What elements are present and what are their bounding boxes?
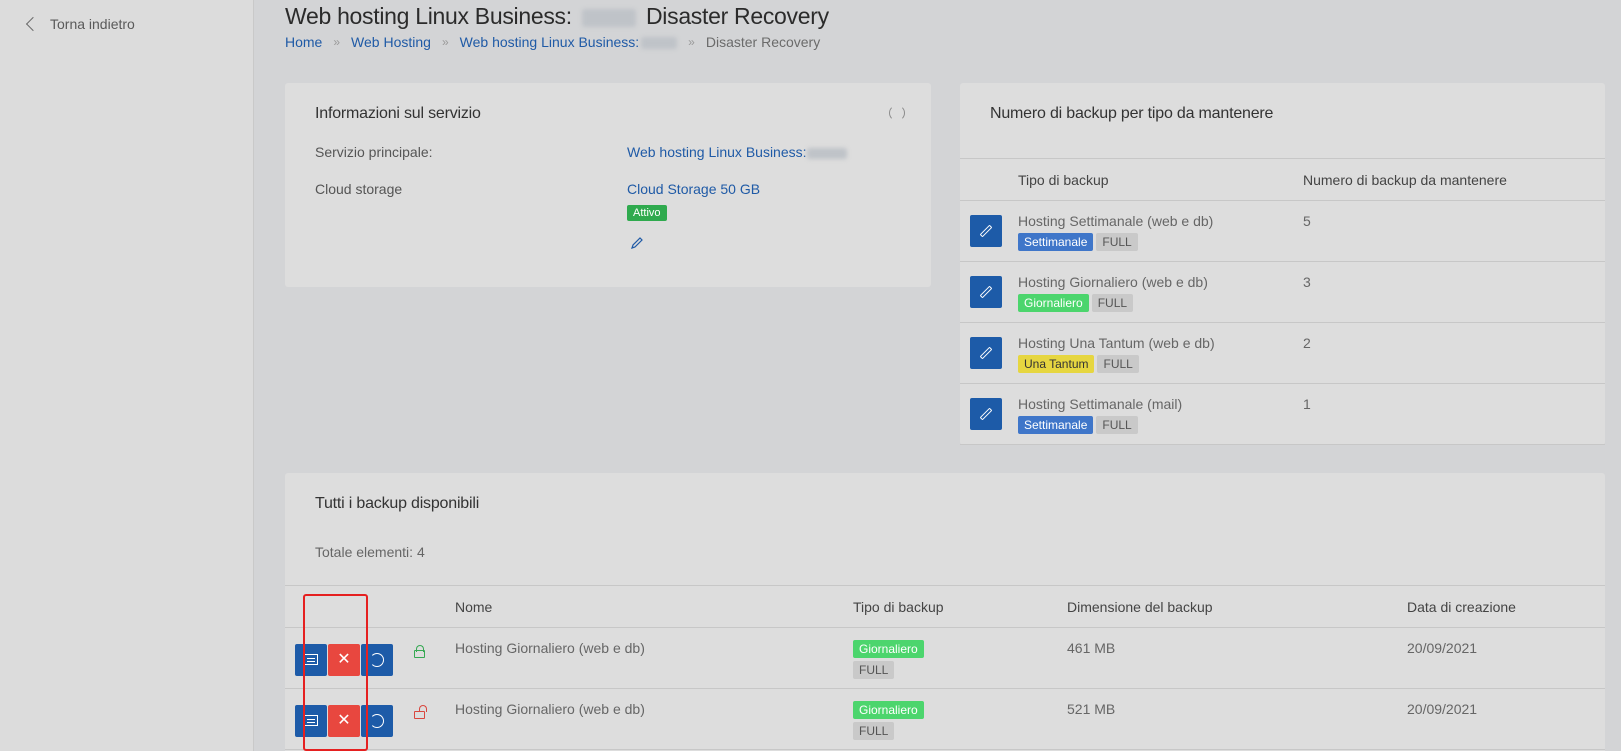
pencil-icon xyxy=(979,346,993,360)
table-row: Hosting Settimanale (web e db) Settimana… xyxy=(960,200,1605,262)
chevron-left-icon xyxy=(25,16,41,32)
redacted-text: xxxxx xyxy=(806,147,847,159)
lock-icon[interactable] xyxy=(414,645,425,658)
restore-icon xyxy=(370,653,384,667)
unlock-icon[interactable] xyxy=(414,705,427,719)
backups-col-actions xyxy=(285,585,403,628)
breadcrumb-current: Disaster Recovery xyxy=(705,34,821,50)
frequency-tag: Giornaliero xyxy=(1018,294,1089,312)
service-info-title: Informazioni sul servizio xyxy=(315,105,481,122)
backup-size: 461 MB xyxy=(1067,627,1407,689)
backup-size: 521 MB xyxy=(1067,688,1407,750)
table-row: ✕ Hosting Giornaliero (web e db) Giornal… xyxy=(285,688,1605,750)
backup-count: 1 xyxy=(1303,383,1605,445)
page-title: Web hosting Linux Business: xxxxxx Disas… xyxy=(285,3,829,29)
frequency-tag: Giornaliero xyxy=(853,701,924,719)
frequency-tag: Giornaliero xyxy=(853,640,924,658)
back-link[interactable]: Torna indietro xyxy=(25,16,135,32)
restore-icon xyxy=(370,714,384,728)
retention-col-edit xyxy=(960,158,1018,201)
restore-button[interactable] xyxy=(361,644,393,676)
retention-table: Tipo di backup Numero di backup da mante… xyxy=(960,158,1605,445)
status-badge-wrap: Attivo xyxy=(627,203,667,221)
table-row: Hosting Una Tantum (web e db) Una Tantum… xyxy=(960,322,1605,384)
status-badge: Attivo xyxy=(627,205,667,221)
retention-col-type: Tipo di backup xyxy=(1018,158,1303,201)
full-tag: FULL xyxy=(853,661,895,679)
backups-col-size: Dimensione del backup xyxy=(1067,585,1407,628)
backup-count: 3 xyxy=(1303,261,1605,323)
restore-button[interactable] xyxy=(361,705,393,737)
details-button[interactable] xyxy=(295,644,327,676)
full-tag: FULL xyxy=(1097,355,1139,373)
table-row: ✕ Hosting Giornaliero (web e db) Giornal… xyxy=(285,627,1605,689)
total-count: Totale elementi: 4 xyxy=(315,544,425,560)
pencil-icon xyxy=(979,224,993,238)
edit-button[interactable] xyxy=(970,398,1002,430)
main-service-label: Servizio principale: xyxy=(315,144,433,160)
close-icon: ✕ xyxy=(337,712,351,729)
breadcrumb-separator: » xyxy=(441,35,449,49)
main-service-link[interactable]: Web hosting Linux Business:xxxxx xyxy=(627,144,847,160)
edit-button[interactable] xyxy=(970,276,1002,308)
cloud-storage-link[interactable]: Cloud Storage 50 GB xyxy=(627,181,761,197)
breadcrumb-separator: » xyxy=(688,35,695,49)
backup-name: Hosting Giornaliero (web e db) xyxy=(455,688,853,750)
frequency-tag: Una Tantum xyxy=(1018,355,1095,373)
delete-button[interactable]: ✕ xyxy=(328,705,360,737)
pencil-icon xyxy=(979,285,993,299)
breadcrumb-service[interactable]: Web hosting Linux Business:xxxxx xyxy=(460,34,678,50)
retention-card: Numero di backup per tipo da mantenere T… xyxy=(960,83,1605,445)
full-tag: FULL xyxy=(1091,294,1134,312)
backup-count: 2 xyxy=(1303,322,1605,384)
backups-col-lock xyxy=(403,585,455,628)
table-row: Hosting Giornaliero (web e db) Giornalie… xyxy=(960,261,1605,323)
main-content: Web hosting Linux Business: xxxxxx Disas… xyxy=(255,0,1621,751)
delete-button[interactable]: ✕ xyxy=(328,644,360,676)
backup-date: 20/09/2021 xyxy=(1407,688,1605,750)
backup-date: 20/09/2021 xyxy=(1407,627,1605,689)
backup-count: 5 xyxy=(1303,200,1605,262)
backup-type-name: Hosting Settimanale (mail) xyxy=(1018,396,1183,412)
redacted-text: xxxxxx xyxy=(581,8,636,27)
service-info-card: Informazioni sul servizio Servizio princ… xyxy=(285,83,931,287)
breadcrumb-web-hosting[interactable]: Web Hosting xyxy=(351,34,431,50)
full-tag: FULL xyxy=(853,722,895,740)
list-icon xyxy=(304,715,318,726)
breadcrumb-separator: » xyxy=(333,35,341,49)
edit-button[interactable] xyxy=(970,215,1002,247)
edit-pencil-icon[interactable] xyxy=(630,236,644,250)
retention-title: Numero di backup per tipo da mantenere xyxy=(990,105,1274,122)
backups-table: Nome Tipo di backup Dimensione del backu… xyxy=(285,585,1605,750)
list-icon xyxy=(304,654,318,665)
retention-col-count: Numero di backup da mantenere xyxy=(1303,158,1605,201)
backups-title: Tutti i backup disponibili xyxy=(315,495,480,512)
backups-card: Tutti i backup disponibili Totale elemen… xyxy=(285,473,1605,751)
full-tag: FULL xyxy=(1096,416,1138,434)
pencil-icon xyxy=(979,407,993,421)
refresh-icon[interactable] xyxy=(889,105,905,121)
close-icon: ✕ xyxy=(337,651,351,668)
backups-col-name: Nome xyxy=(455,585,853,628)
backup-type-name: Hosting Una Tantum (web e db) xyxy=(1018,335,1215,351)
backup-name: Hosting Giornaliero (web e db) xyxy=(455,627,853,689)
backups-col-date: Data di creazione xyxy=(1407,585,1605,628)
sidebar: Torna indietro xyxy=(0,0,254,751)
backup-type-name: Hosting Giornaliero (web e db) xyxy=(1018,274,1208,290)
breadcrumb: Home » Web Hosting » Web hosting Linux B… xyxy=(285,34,820,50)
frequency-tag: Settimanale xyxy=(1018,233,1094,251)
full-tag: FULL xyxy=(1096,233,1138,251)
frequency-tag: Settimanale xyxy=(1018,416,1094,434)
details-button[interactable] xyxy=(295,705,327,737)
back-link-label: Torna indietro xyxy=(50,16,135,32)
edit-button[interactable] xyxy=(970,337,1002,369)
table-row: Hosting Settimanale (mail) Settimanale FU… xyxy=(960,383,1605,445)
backup-type-name: Hosting Settimanale (web e db) xyxy=(1018,213,1214,229)
breadcrumb-home[interactable]: Home xyxy=(285,34,323,50)
cloud-storage-label: Cloud storage xyxy=(315,181,403,197)
backups-col-type: Tipo di backup xyxy=(853,585,1067,628)
redacted-text: xxxxx xyxy=(641,37,678,50)
